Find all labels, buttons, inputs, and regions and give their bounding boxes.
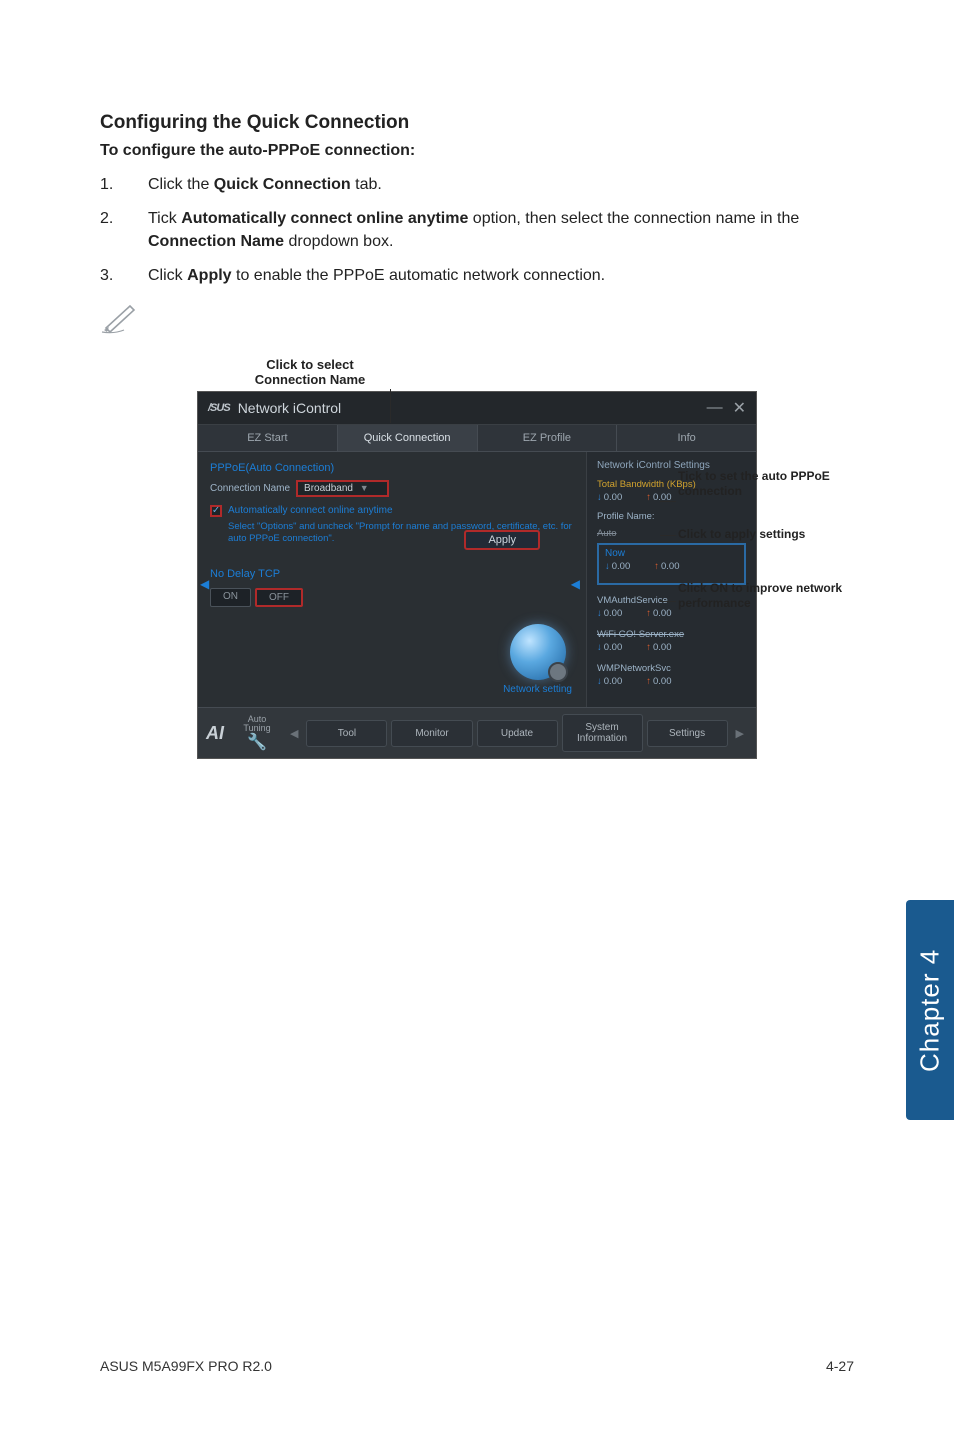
proc-row: WiFi GO! Server.exe 0.00 0.00: [597, 629, 746, 653]
scroll-right-icon[interactable]: ◀: [571, 577, 580, 591]
section-title: Configuring the Quick Connection: [100, 112, 854, 134]
wrench-icon: 🔧: [232, 734, 282, 752]
tab-quick-connection[interactable]: Quick Connection: [338, 425, 478, 451]
apply-button[interactable]: Apply: [464, 530, 540, 550]
close-icon[interactable]: ✕: [733, 398, 746, 418]
callout-tick: Tick to set the auto PPPoE connection: [678, 469, 858, 499]
tab-ez-profile[interactable]: EZ Profile: [478, 425, 618, 451]
callout-apply: Click to apply settings: [678, 527, 805, 542]
tab-ez-start[interactable]: EZ Start: [198, 425, 338, 451]
step-2: 2. Tick Automatically connect online any…: [100, 208, 854, 253]
auto-connect-label: Automatically connect online anytime: [228, 505, 393, 516]
proc-down: 0.00: [597, 642, 622, 653]
auto-connect-checkbox[interactable]: ✓: [210, 505, 222, 517]
top-nav: EZ Start Quick Connection EZ Profile Inf…: [198, 425, 756, 452]
step-number: 2.: [100, 208, 114, 253]
tab-info[interactable]: Info: [617, 425, 756, 451]
ai-badge-icon: AI: [206, 723, 224, 744]
titlebar: /SUS Network iControl — ✕: [198, 392, 756, 425]
nodelay-off-button[interactable]: OFF: [255, 588, 303, 607]
now-label: Now: [605, 548, 738, 559]
step-3: 3. Click Apply to enable the PPPoE autom…: [100, 265, 854, 287]
step-text: Click Apply to enable the PPPoE automati…: [148, 265, 605, 287]
globe-icon: [510, 624, 566, 680]
label-select-l2: Connection Name: [220, 372, 400, 387]
step-text: Tick Automatically connect online anytim…: [148, 208, 854, 253]
connection-name-label: Connection Name: [210, 483, 290, 494]
nodelay-heading: No Delay TCP: [210, 568, 574, 580]
minimize-icon[interactable]: —: [707, 399, 723, 417]
app-window: /SUS Network iControl — ✕ EZ Start Quick…: [197, 391, 757, 760]
proc-down: 0.00: [597, 676, 622, 687]
steps-list: 1. Click the Quick Connection tab. 2. Ti…: [100, 174, 854, 288]
chevron-down-icon: ▼: [360, 483, 369, 493]
bottom-monitor-button[interactable]: Monitor: [391, 720, 472, 747]
bottom-settings-button[interactable]: Settings: [647, 720, 728, 747]
sub-heading: To configure the auto-PPPoE connection:: [100, 142, 854, 160]
network-setting-block[interactable]: Network setting: [503, 624, 572, 695]
proc-up: 0.00: [646, 642, 671, 653]
profile-name-label: Profile Name:: [597, 511, 746, 522]
pppoe-heading: PPPoE(Auto Connection): [210, 462, 574, 474]
nodelay-on-button[interactable]: ON: [210, 588, 251, 607]
proc-up: 0.00: [646, 608, 671, 619]
proc-down: 0.00: [597, 608, 622, 619]
now-up-value: 0.00: [654, 561, 679, 572]
chapter-side-tab: Chapter 4: [906, 900, 954, 1120]
proc-name: WMPNetworkSvc: [597, 663, 746, 674]
proc-row: WMPNetworkSvc 0.00 0.00: [597, 663, 746, 687]
network-setting-label: Network setting: [503, 684, 572, 695]
bottom-tool-button[interactable]: Tool: [306, 720, 387, 747]
proc-name: WiFi GO! Server.exe: [597, 629, 746, 640]
logo: /SUS: [208, 402, 230, 414]
step-number: 3.: [100, 265, 114, 287]
window-title: Network iControl: [238, 400, 341, 416]
nav-left-icon[interactable]: ◀: [286, 727, 302, 740]
connector-line: [390, 389, 391, 423]
auto-tuning-button[interactable]: Auto Tuning 🔧: [232, 715, 282, 752]
nav-right-icon[interactable]: ▶: [732, 727, 748, 740]
footer-page-number: 4-27: [826, 1358, 854, 1374]
footer-product: ASUS M5A99FX PRO R2.0: [100, 1358, 272, 1374]
total-down-value: 0.00: [597, 492, 622, 503]
step-number: 1.: [100, 174, 114, 196]
step-1: 1. Click the Quick Connection tab.: [100, 174, 854, 196]
page-footer: ASUS M5A99FX PRO R2.0 4-27: [100, 1358, 854, 1374]
now-block: Now 0.00 0.00: [597, 543, 746, 585]
callout-on: Click ON to improve network performance: [678, 581, 858, 611]
note-pen-icon: [100, 300, 854, 339]
now-down-value: 0.00: [605, 561, 630, 572]
bottom-bar: AI Auto Tuning 🔧 ◀ Tool Monitor Update S…: [198, 707, 756, 758]
proc-up: 0.00: [646, 676, 671, 687]
connection-name-select[interactable]: Broadband ▼: [296, 480, 389, 497]
label-select-l1: Click to select: [220, 357, 400, 372]
main-panel: PPPoE(Auto Connection) Connection Name B…: [198, 452, 586, 708]
step-text: Click the Quick Connection tab.: [148, 174, 382, 196]
bottom-sysinfo-button[interactable]: System Information: [562, 714, 643, 752]
bottom-update-button[interactable]: Update: [477, 720, 558, 747]
gear-icon: [548, 662, 568, 682]
